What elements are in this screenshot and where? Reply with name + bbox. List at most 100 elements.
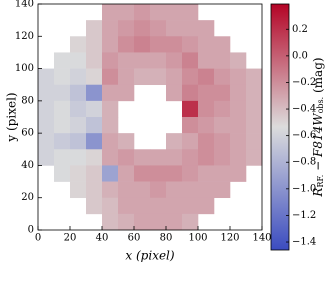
heat-cell <box>198 68 215 86</box>
y-tick-label: 120 <box>15 31 34 42</box>
heat-cell <box>166 20 183 37</box>
heat-cell <box>198 181 215 199</box>
heat-cell <box>198 197 215 215</box>
colorbar-label-part: (mag) <box>311 57 325 96</box>
colorbar-tick-label: −0.6 <box>292 130 316 141</box>
heat-cell <box>246 100 263 118</box>
heat-cell <box>230 117 247 134</box>
heat-cell <box>166 149 183 166</box>
heat-cell <box>182 181 199 199</box>
colorbar-tick-label: −1.0 <box>292 183 316 194</box>
heat-cell <box>198 52 215 69</box>
heat-cell <box>166 68 183 86</box>
colorbar-label: RRF. − F814Wobs. (mag) <box>311 57 326 197</box>
heat-cell <box>118 213 135 231</box>
heat-cell <box>118 52 135 69</box>
heat-cell <box>70 165 87 182</box>
heat-cell <box>150 165 167 182</box>
heat-cell <box>182 84 199 102</box>
x-tick-label: 40 <box>96 233 109 244</box>
heat-cell <box>214 84 231 102</box>
heat-cell <box>118 149 135 166</box>
y-tick-label: 80 <box>21 95 34 106</box>
colorbar-label-part: RF. <box>316 175 325 188</box>
heat-cell <box>38 117 55 134</box>
heat-cell <box>182 68 199 86</box>
heat-cell <box>246 84 263 102</box>
heat-cell <box>246 133 263 150</box>
heat-cell <box>134 52 151 69</box>
heat-cell <box>134 181 151 199</box>
heat-cell <box>150 213 167 231</box>
heat-cell <box>166 84 183 102</box>
heat-cell <box>166 4 183 21</box>
heat-cell <box>86 20 103 37</box>
heat-cell <box>182 117 199 134</box>
heat-cell <box>118 165 135 182</box>
heat-cell <box>54 100 71 118</box>
heat-cell <box>134 20 151 37</box>
heat-cell <box>230 84 247 102</box>
heat-cell <box>150 20 167 37</box>
heat-cell <box>86 133 103 150</box>
colorbar-tick-label: −0.2 <box>292 77 316 88</box>
plot-frame <box>37 3 263 231</box>
heat-cell <box>86 117 103 134</box>
heat-cell <box>102 100 119 118</box>
colorbar-tick-label: 0.0 <box>292 50 308 61</box>
colorbar-tick-label: −0.8 <box>292 157 316 168</box>
heat-cell <box>38 68 55 86</box>
heat-cell <box>70 133 87 150</box>
heat-cell <box>230 68 247 86</box>
heat-cell <box>198 117 215 134</box>
colorbar-label-part: R <box>311 188 325 198</box>
heat-cell <box>70 52 87 69</box>
heat-cell <box>182 36 199 53</box>
heat-cell <box>198 133 215 150</box>
heat-cell <box>70 181 87 199</box>
heat-cell <box>230 52 247 69</box>
x-tick-label: 0 <box>35 233 41 244</box>
x-tick-label: 60 <box>128 233 141 244</box>
heat-cell <box>102 52 119 69</box>
heat-cell <box>182 100 199 118</box>
y-tick-label: 140 <box>15 0 34 10</box>
heat-cell <box>70 149 87 166</box>
heat-cell <box>118 133 135 150</box>
heat-cell <box>198 20 215 37</box>
heat-cell <box>182 213 199 231</box>
heat-cell <box>86 36 103 53</box>
heat-cell <box>102 213 119 231</box>
heat-cell <box>150 4 167 21</box>
heat-cell <box>118 20 135 37</box>
heat-cell <box>70 68 87 86</box>
heat-cell <box>166 52 183 69</box>
x-tick-label: 20 <box>64 233 77 244</box>
heat-cell <box>38 100 55 118</box>
heat-cell <box>118 36 135 53</box>
heat-cell <box>150 181 167 199</box>
heat-cell <box>246 117 263 134</box>
x-tick-label: 80 <box>160 233 173 244</box>
heat-cell <box>102 20 119 37</box>
heat-cell <box>214 36 231 53</box>
heat-cell <box>182 133 199 150</box>
heat-cell <box>54 68 71 86</box>
heat-cell <box>166 165 183 182</box>
heat-cell <box>86 68 103 86</box>
heat-cell <box>134 213 151 231</box>
colorbar-tick-label: −0.4 <box>292 104 316 115</box>
colorbar-label-part: obs. <box>316 97 325 114</box>
heat-cell <box>38 149 55 166</box>
colorbar-tick-label: −1.2 <box>292 210 316 221</box>
x-tick-label: 140 <box>252 233 271 244</box>
heat-cell <box>86 52 103 69</box>
heat-cell <box>198 165 215 182</box>
heat-cell <box>198 100 215 118</box>
heat-cell <box>118 68 135 86</box>
heat-cell <box>102 4 119 21</box>
heat-cell <box>54 52 71 69</box>
heat-cell <box>102 36 119 53</box>
heat-cell <box>230 165 247 182</box>
heat-cell <box>54 84 71 102</box>
